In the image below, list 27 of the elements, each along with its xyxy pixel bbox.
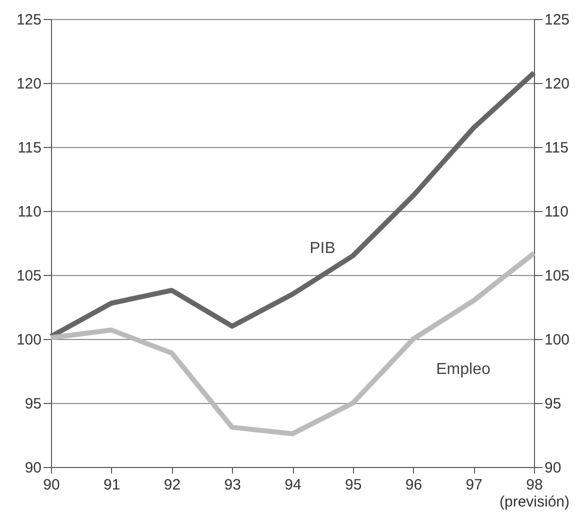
y2-tick-label: 105 bbox=[544, 268, 570, 284]
y-tick-label: 110 bbox=[18, 204, 42, 220]
x-tick-label: 97 bbox=[466, 476, 482, 494]
y-tick-label: 105 bbox=[16, 268, 42, 284]
y2-tick-label: 125 bbox=[544, 12, 570, 28]
y-tick-label: 90 bbox=[24, 460, 42, 476]
y2-tick-label: 100 bbox=[544, 332, 570, 348]
x-tick-label: 94 bbox=[284, 476, 302, 494]
y2-tick-label: 110 bbox=[544, 204, 568, 220]
y-tick-label: 125 bbox=[16, 12, 42, 28]
y2-tick-label: 120 bbox=[544, 76, 570, 92]
x-tick-label: 92 bbox=[164, 476, 181, 494]
y2-tick-label: 115 bbox=[544, 140, 568, 156]
x-tick-label: 91 bbox=[104, 476, 120, 494]
x-tick-label: 95 bbox=[345, 476, 362, 494]
series-label: Empleo bbox=[436, 361, 490, 378]
y-tick-label: 100 bbox=[16, 332, 42, 348]
x-tick-label: 98 (previsión) bbox=[499, 476, 570, 510]
y2-tick-label: 90 bbox=[544, 460, 562, 476]
y-tick-label: 115 bbox=[18, 140, 42, 156]
y-tick-label: 95 bbox=[24, 396, 42, 412]
series-label: PIB bbox=[310, 240, 336, 258]
y2-tick-label: 95 bbox=[544, 396, 562, 412]
x-tick-label: 96 bbox=[405, 476, 422, 494]
x-tick-label: 90 bbox=[43, 476, 60, 494]
x-tick-label: 93 bbox=[224, 476, 241, 494]
y-tick-label: 120 bbox=[16, 76, 42, 92]
